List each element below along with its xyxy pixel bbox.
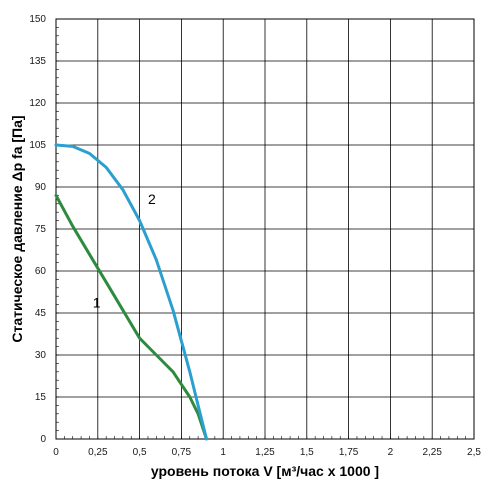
y-tick-label: 15 (35, 392, 47, 403)
x-tick-label: 1,25 (255, 447, 275, 458)
series-labels: 12 (93, 191, 156, 311)
y-tick-label: 90 (35, 182, 47, 193)
y-tick-labels: 0 15 30 45 60 75 90 105 120 135 150 (29, 14, 46, 445)
grid (55, 18, 475, 440)
x-tick-label: 0 (53, 447, 59, 458)
x-tick-label: 2,5 (467, 447, 481, 458)
y-tick-label: 75 (35, 224, 47, 235)
y-tick-label: 135 (29, 56, 46, 67)
x-tick-label: 2 (388, 447, 394, 458)
y-tick-label: 105 (29, 140, 46, 151)
y-tick-label: 120 (29, 98, 46, 109)
x-axis-title: уровень потока V [м³/час x 1000 ] (151, 463, 379, 479)
y-tick-label: 45 (35, 308, 47, 319)
y-tick-label: 150 (29, 14, 46, 25)
y-tick-label: 30 (35, 350, 47, 361)
x-tick-labels: 0 0,25 0,5 0,75 1 1,25 1,5 1,75 2 2,25 2,5 (53, 447, 481, 458)
x-tick-label: 1,75 (339, 447, 359, 458)
y-axis-title: Статическое давление Δp fa [Па] (9, 115, 25, 342)
y-tick-label: 60 (35, 266, 47, 277)
series-label-2: 2 (148, 191, 156, 207)
x-tick-label: 0,5 (133, 447, 147, 458)
series-line-1 (54, 193, 208, 441)
x-tick-label: 0,25 (88, 447, 108, 458)
series-line-2 (54, 143, 208, 441)
series-label-1: 1 (93, 294, 101, 310)
x-tick-label: 0,75 (172, 447, 192, 458)
x-tick-label: 2,25 (422, 447, 442, 458)
series-lines (54, 143, 208, 441)
x-tick-label: 1,5 (300, 447, 314, 458)
x-tick-label: 1 (220, 447, 226, 458)
y-tick-label: 0 (40, 434, 46, 445)
